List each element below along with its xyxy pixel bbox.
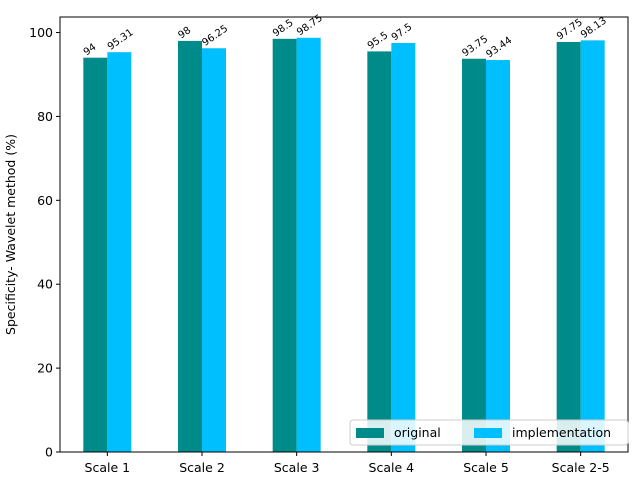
bar-implementation-1 — [107, 52, 132, 453]
y-axis-ticks: 0 20 40 60 80 100 — [29, 25, 60, 460]
data-label-original-3: 98.5 — [271, 17, 296, 39]
x-axis-ticks: Scale 1 Scale 2 Scale 3 Scale 4 Scale 5 Scale… — [85, 452, 610, 475]
data-label-implementation-6: 98.13 — [579, 15, 609, 40]
y-tick-label-60: 60 — [37, 193, 53, 208]
x-tick-label-5: Scale 5 — [463, 460, 509, 475]
legend: original implementation — [349, 419, 629, 446]
bar-original-4 — [367, 51, 392, 452]
bar-implementation-5 — [486, 60, 510, 452]
data-label-original-5: 93.75 — [460, 34, 490, 59]
bar-original-1 — [83, 57, 108, 453]
y-tick-label-100: 100 — [29, 25, 53, 40]
plot-frame — [59, 16, 629, 453]
data-label-original-1: 94 — [82, 42, 99, 58]
y-tick-label-0: 0 — [45, 445, 53, 460]
x-tick-label-2: Scale 2 — [179, 460, 225, 475]
x-tick-label-1: Scale 1 — [85, 460, 131, 475]
axes-layer — [59, 16, 629, 453]
bar-implementation-2 — [202, 48, 226, 452]
x-tick-label-6: Scale 2-5 — [552, 460, 610, 475]
bar-original-2 — [178, 40, 202, 453]
bar-original-3 — [272, 38, 297, 452]
bar-implementation-3 — [296, 37, 321, 453]
data-label-implementation-2: 96.25 — [200, 23, 230, 48]
y-tick-label-20: 20 — [37, 361, 53, 376]
y-axis-label: Specificity- Wavelet method (%) — [3, 134, 18, 335]
x-tick-label-4: Scale 4 — [369, 460, 415, 475]
data-label-original-2: 98 — [176, 25, 193, 41]
y-tick-label-80: 80 — [37, 109, 53, 124]
y-tick-label-40: 40 — [37, 277, 53, 292]
data-label-implementation-1: 95.31 — [106, 27, 136, 52]
data-label-original-4: 95.5 — [366, 30, 391, 52]
bars-layer — [83, 37, 605, 453]
x-tick-label-3: Scale 3 — [274, 460, 320, 475]
bar-original-5 — [462, 58, 486, 452]
data-label-implementation-5: 93.44 — [484, 35, 514, 60]
bar-original-6 — [556, 41, 581, 452]
bar-implementation-6 — [580, 40, 605, 453]
legend-swatch-implementation — [474, 428, 502, 438]
data-label-implementation-4: 97.5 — [390, 22, 415, 44]
legend-label-implementation: implementation — [512, 425, 611, 440]
bar-implementation-4 — [391, 43, 416, 452]
legend-swatch-original — [356, 428, 384, 438]
legend-label-original: original — [394, 425, 441, 440]
